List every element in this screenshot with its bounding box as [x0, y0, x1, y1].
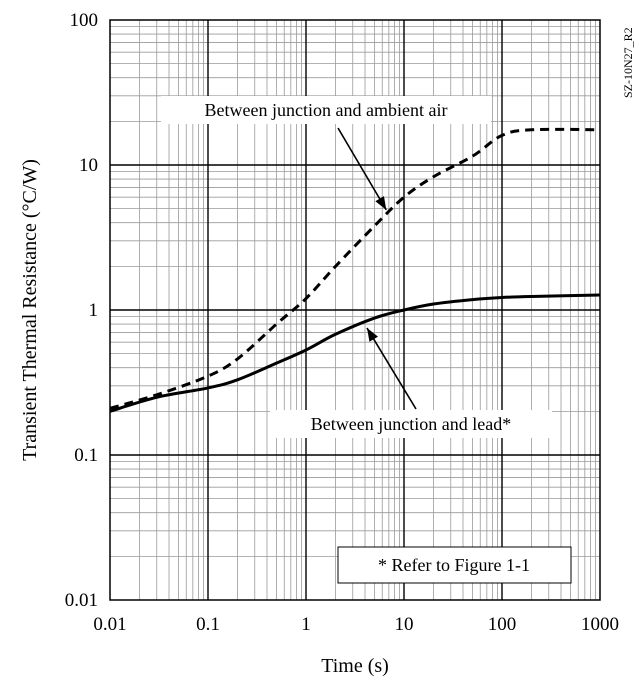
x-tick-label: 10 — [395, 614, 414, 635]
ambient-label-bg — [161, 96, 491, 124]
figure-code: SZ-10N27_R2 — [621, 27, 635, 98]
ambient-arrow — [337, 127, 387, 211]
x-tick-label: 1000 — [581, 614, 619, 635]
series-layer — [109, 127, 601, 413]
lead-label-bg — [270, 410, 552, 438]
ambient-arrow-head — [375, 196, 387, 210]
y-tick-label: 1 — [89, 300, 99, 321]
y-tick-label: 0.01 — [65, 590, 98, 611]
tick-labels: 0.01 0.1 1 10 100 1000 0.01 0.1 1 10 100 — [65, 10, 619, 635]
y-tick-label: 100 — [70, 10, 99, 31]
lead-label: Between junction and lead* — [311, 414, 511, 434]
ambient-label: Between junction and ambient air — [205, 100, 448, 120]
annotation-layer: Between junction and ambient air Between … — [161, 96, 572, 584]
note-box — [337, 546, 572, 584]
lead-arrow — [366, 327, 417, 410]
x-tick-label: 100 — [488, 614, 517, 635]
ambient-curve — [109, 127, 601, 410]
y-axis-label: Transient Thermal Resistance (°C/W) — [19, 159, 41, 461]
lead-arrow-head — [367, 328, 379, 342]
y-tick-label: 0.1 — [74, 445, 98, 466]
y-tick-label: 10 — [79, 155, 98, 176]
x-tick-label: 0.1 — [196, 614, 220, 635]
lead-curve — [109, 293, 601, 413]
x-tick-label: 1 — [301, 614, 311, 635]
x-axis-label: Time (s) — [321, 655, 389, 677]
note-text: * Refer to Figure 1-1 — [378, 555, 530, 575]
x-tick-label: 0.01 — [93, 614, 126, 635]
plot-frame — [109, 19, 601, 601]
